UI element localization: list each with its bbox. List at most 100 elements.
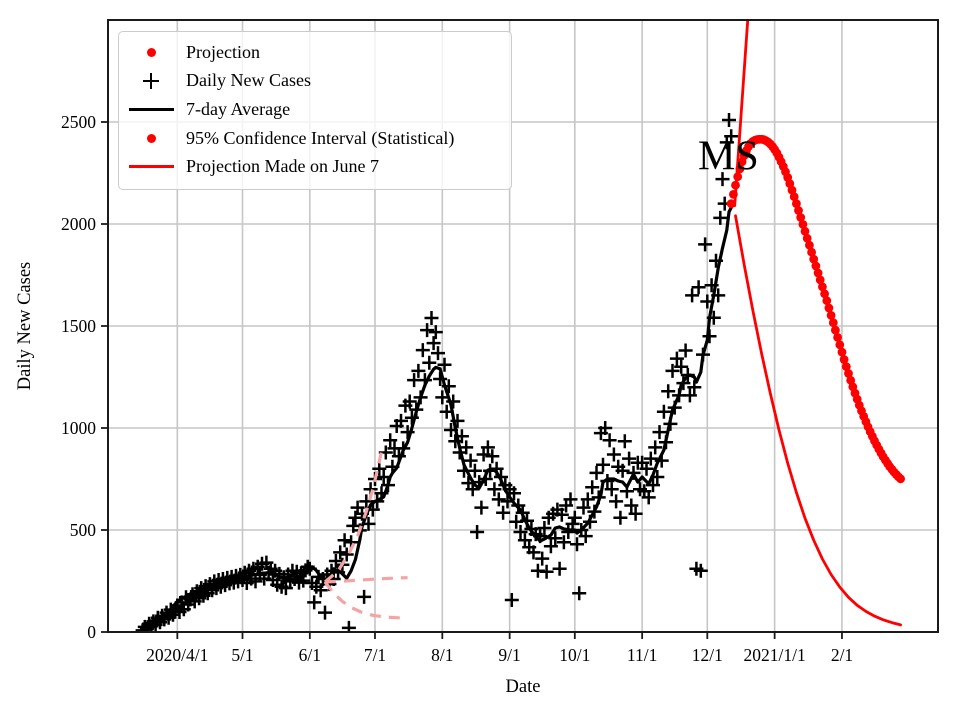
daily-case-marker: [698, 237, 713, 252]
y-tick-label: 500: [70, 520, 97, 540]
red-line-icon: [128, 164, 174, 169]
daily-case-marker: [576, 500, 591, 515]
daily-case-marker: [682, 388, 697, 403]
daily-case-marker: [652, 425, 667, 440]
daily-case-marker: [561, 525, 576, 539]
daily-case-marker: [624, 498, 639, 513]
daily-case-marker: [424, 311, 439, 325]
projection-dot: [798, 220, 808, 229]
projection-dot: [735, 164, 745, 174]
projection-dot: [796, 213, 806, 222]
daily-case-marker: [333, 545, 348, 560]
daily-case-marker: [428, 325, 443, 340]
daily-case-marker: [313, 583, 328, 598]
daily-case-marker: [476, 447, 491, 462]
daily-case-marker: [504, 593, 519, 607]
daily-case-marker: [556, 535, 571, 550]
projection-dots-layer: [726, 134, 905, 484]
daily-case-marker: [535, 551, 550, 566]
daily-case-marker: [376, 470, 391, 484]
legend-label: Projection Made on June 7: [186, 156, 379, 177]
legend-label: 95% Confidence Interval (Statistical): [186, 127, 455, 148]
daily-case-marker: [609, 494, 624, 509]
daily-case-marker: [693, 563, 708, 578]
daily-case-marker: [339, 547, 354, 562]
daily-case-marker: [337, 533, 352, 548]
daily-case-marker: [685, 288, 700, 303]
daily-case-marker: [394, 413, 408, 428]
projection-dot: [831, 325, 840, 335]
legend-label: Projection: [186, 41, 260, 62]
daily-case-marker: [485, 449, 500, 464]
daily-case-marker: [487, 482, 502, 497]
projection-dot: [729, 190, 738, 199]
seven-day-average-line: [145, 201, 735, 630]
daily-case-marker: [617, 434, 632, 449]
daily-case-marker: [543, 539, 558, 554]
daily-case-marker: [539, 564, 554, 579]
legend-marker-area: [119, 107, 183, 112]
daily-case-marker: [598, 421, 613, 435]
axes-layer: 2020/4/1 5/1 6/1 7/1 8/1 9/1 10/1 11/1 12/1 2021/…: [15, 19, 939, 697]
x-tick-label: 8/1: [431, 645, 453, 665]
daily-case-marker: [656, 404, 671, 419]
state-annotation-ms: MS: [698, 133, 759, 179]
june7-confidence-fan-layer: [323, 451, 408, 620]
projection-dot: [835, 340, 845, 350]
x-axis-title: Date: [506, 677, 541, 697]
daily-case-marker: [420, 323, 435, 338]
daily-case-marker: [166, 607, 180, 622]
daily-case-marker: [378, 445, 393, 460]
daily-case-marker: [491, 492, 506, 507]
daily-case-marker: [606, 447, 621, 462]
projection-dot: [896, 474, 905, 484]
daily-case-marker: [548, 531, 563, 546]
y-tick-label: 2500: [61, 112, 96, 132]
y-tick-label: 0: [87, 622, 96, 642]
daily-case-marker: [572, 586, 587, 601]
daily-case-marker: [496, 505, 511, 520]
legend-marker-area: [119, 47, 183, 57]
daily-case-marker: [431, 346, 445, 361]
red-dot-icon: [146, 133, 156, 143]
daily-case-marker: [578, 529, 593, 544]
june7-fan-dashed-line: [323, 581, 404, 620]
daily-case-marker: [563, 492, 578, 507]
projection-dot: [822, 296, 832, 306]
daily-case-marker: [669, 351, 684, 366]
daily-case-marker: [480, 440, 495, 455]
daily-case-marker: [570, 537, 584, 552]
legend-item-projection: Projection: [119, 38, 511, 67]
projection-dot: [824, 303, 834, 313]
plus-marker-icon: [143, 72, 159, 89]
daily-case-marker: [567, 510, 582, 525]
daily-case-marker: [602, 433, 617, 448]
projection-dot: [839, 355, 849, 364]
x-tick-label: 11/1: [627, 645, 657, 665]
daily-case-marker: [665, 363, 680, 378]
daily-case-marker: [463, 453, 478, 468]
daily-case-marker: [691, 280, 706, 295]
projection-dot: [802, 233, 812, 243]
daily-case-marker: [307, 595, 322, 610]
daily-case-marker: [411, 363, 426, 378]
projection-dot: [811, 261, 821, 271]
projection-dot: [792, 199, 801, 209]
x-tick-label: 10/1: [559, 645, 590, 665]
daily-case-marker: [580, 492, 595, 507]
daily-new-cases-layer: [135, 113, 739, 632]
daily-case-marker: [415, 343, 430, 358]
daily-case-marker: [724, 129, 739, 144]
daily-case-marker: [713, 210, 728, 225]
daily-case-marker: [318, 605, 332, 620]
daily-case-marker: [715, 172, 730, 187]
daily-case-marker: [678, 343, 693, 358]
legend-item-daily-new-cases: Daily New Cases: [119, 67, 511, 96]
daily-case-marker: [628, 506, 643, 521]
projection-dot: [837, 347, 847, 357]
y-tick-label: 1500: [61, 316, 96, 336]
daily-case-marker: [639, 461, 654, 476]
daily-case-marker: [402, 394, 417, 409]
x-tick-label: 9/1: [498, 645, 520, 665]
projection-dot: [731, 180, 740, 190]
